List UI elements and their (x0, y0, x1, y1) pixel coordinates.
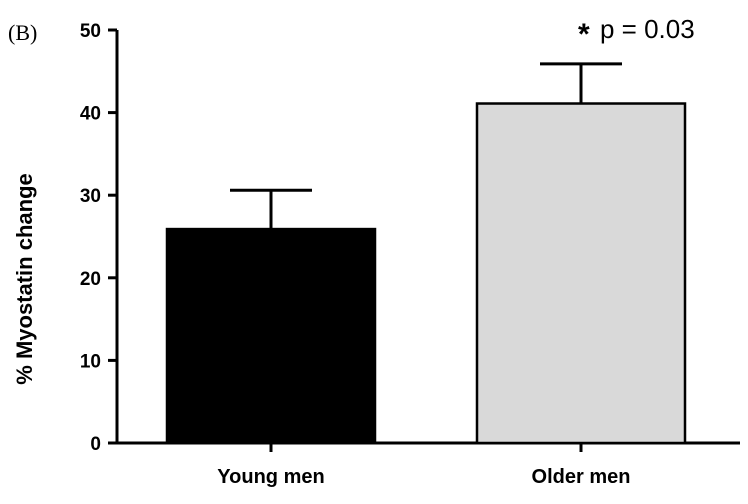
x-tick-label-older-men: Older men (532, 466, 631, 488)
y-tick-label-30: 30 (80, 186, 101, 207)
x-tick-label-young-men: Young men (217, 466, 324, 488)
significance-star: * (578, 18, 590, 51)
y-tick-label-10: 10 (80, 351, 101, 372)
y-tick-label-0: 0 (90, 434, 101, 455)
y-tick-label-40: 40 (80, 104, 101, 125)
y-axis-title: % Myostatin change (12, 173, 37, 384)
y-tick-label-20: 20 (80, 269, 101, 290)
bar-older-men (475, 102, 687, 445)
panel-label: (B) (8, 20, 37, 45)
p-value-label: p = 0.03 (600, 14, 695, 44)
y-tick-label-50: 50 (80, 21, 101, 42)
bar-young-men (165, 227, 377, 445)
